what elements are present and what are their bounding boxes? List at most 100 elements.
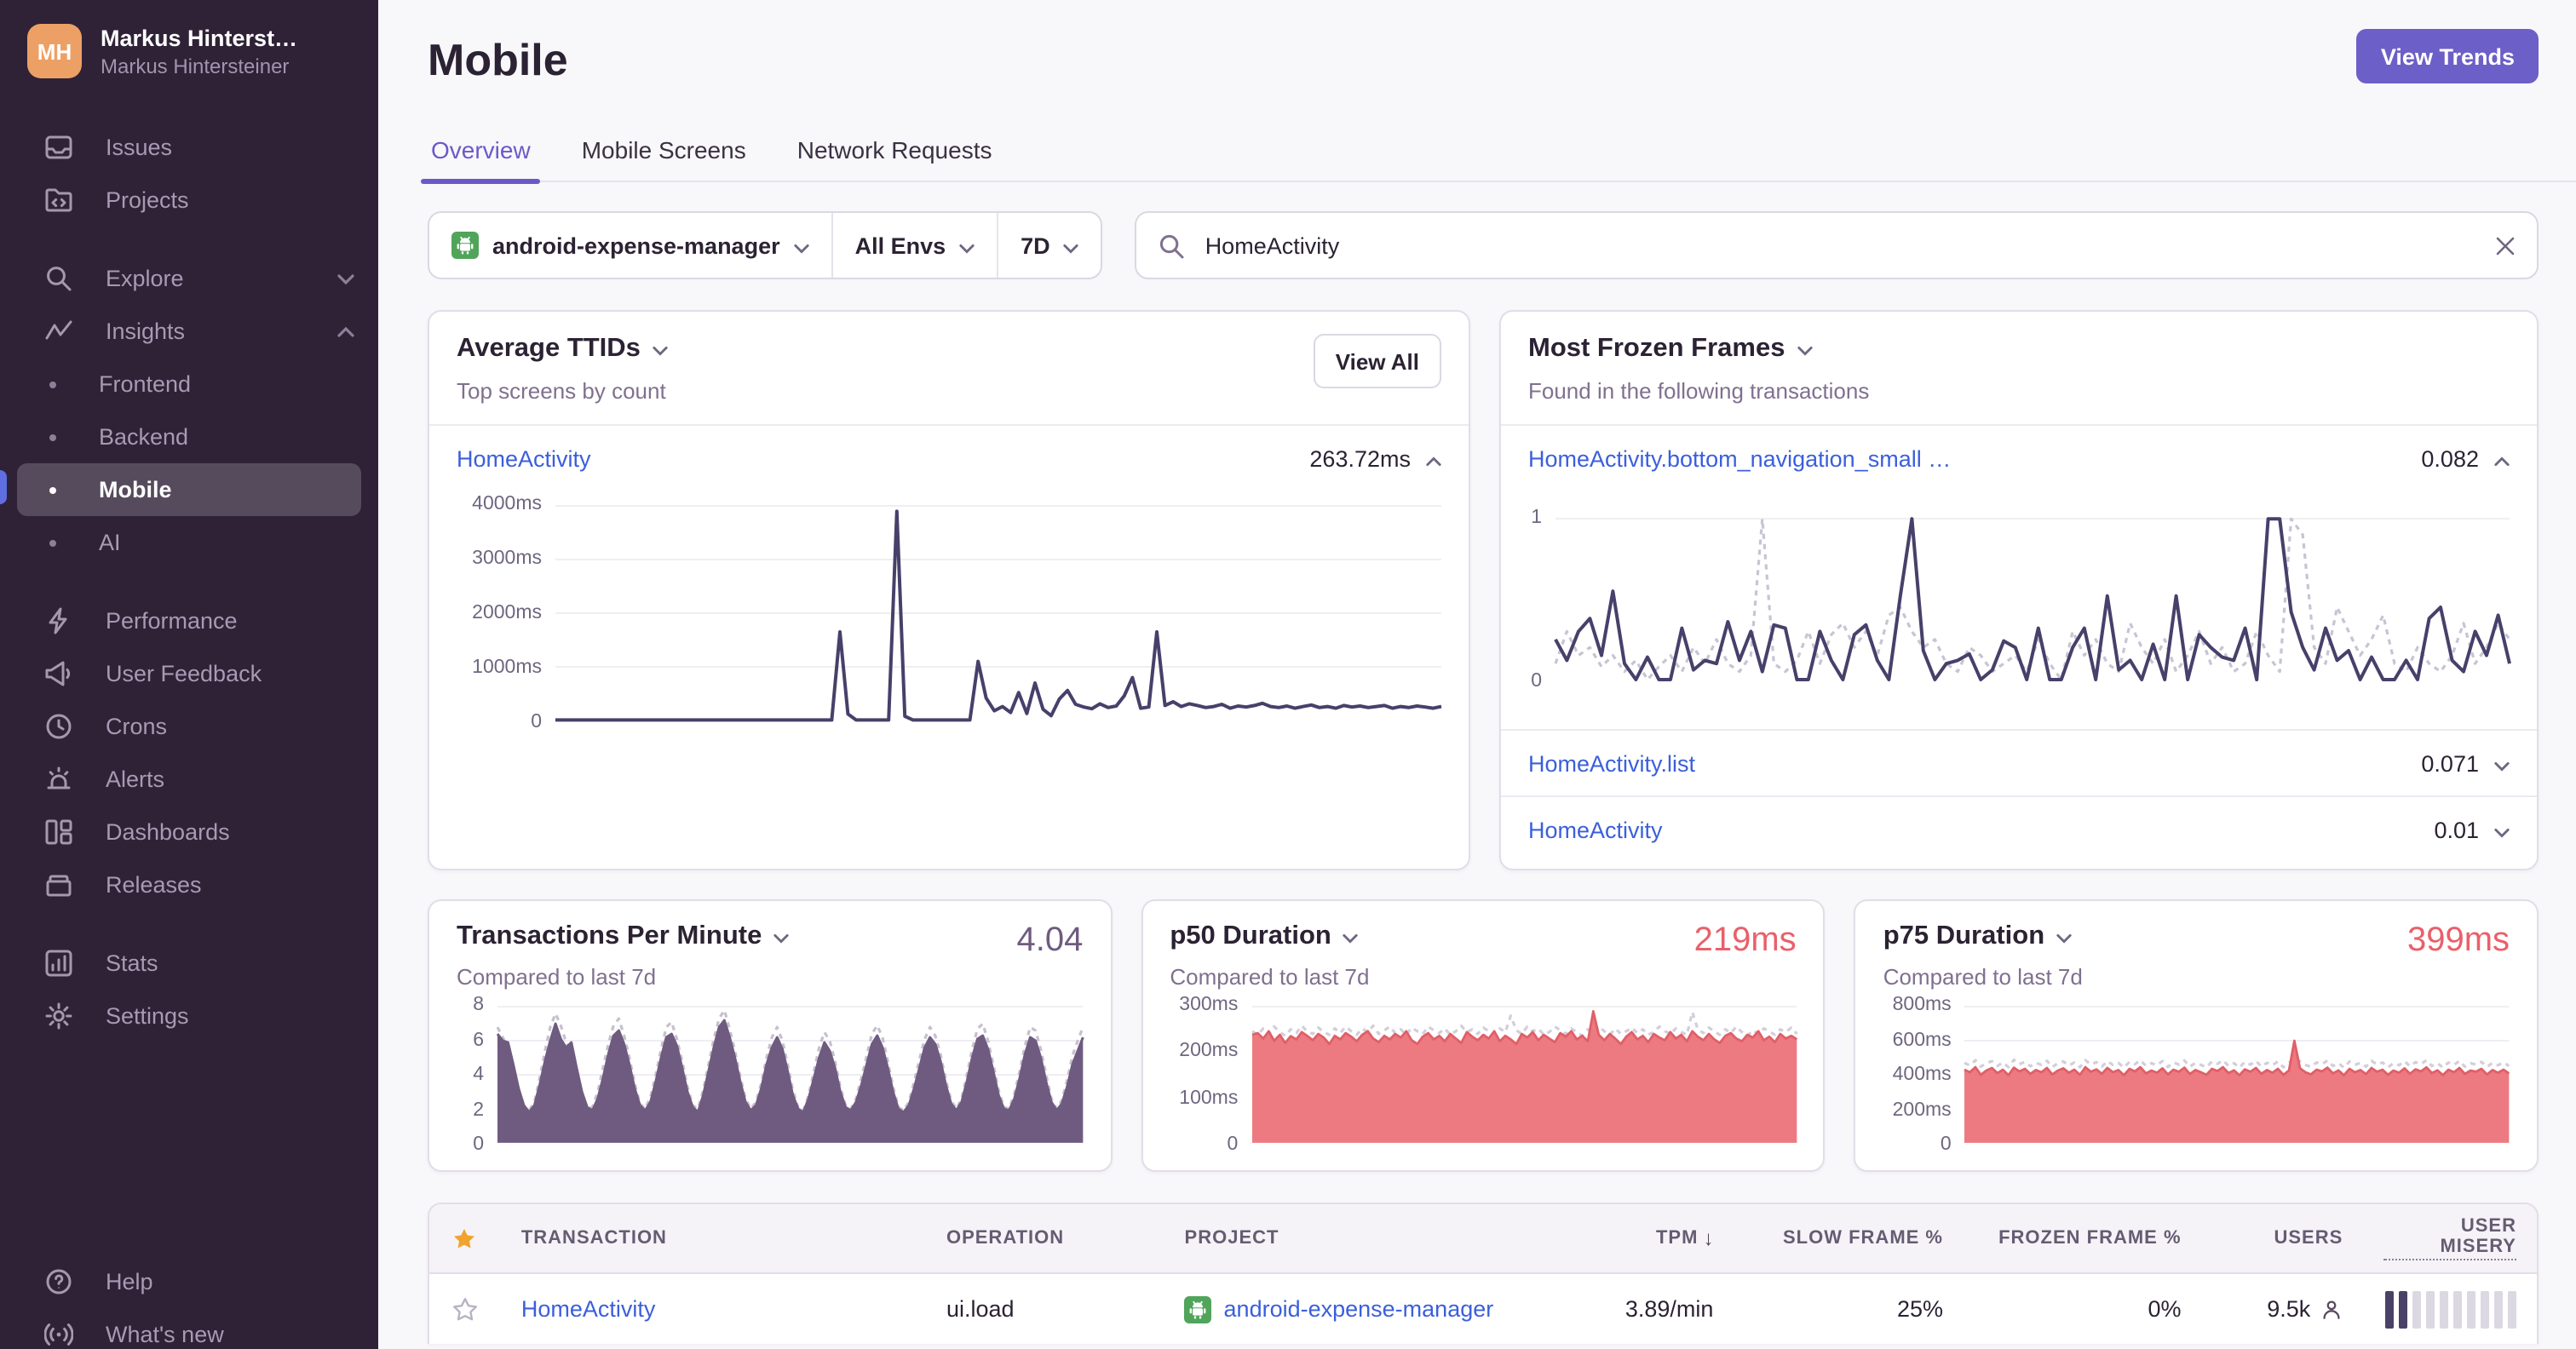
transaction-link[interactable]: HomeActivity.list (1528, 750, 1696, 776)
date-range-value: 7D (1021, 232, 1050, 258)
chevron-down-icon (2056, 921, 2072, 952)
column-header-tpm[interactable]: TPM ↓ (1555, 1226, 1734, 1250)
transaction-link[interactable]: HomeActivity (1528, 817, 1663, 842)
chevron-down-icon (773, 921, 789, 952)
ttid-metric-selector[interactable]: Average TTIDs (457, 334, 668, 365)
sidebar-item-label: Mobile (99, 477, 172, 502)
sidebar-item-mobile[interactable]: Mobile (17, 463, 361, 516)
sidebar-item-label: Explore (106, 266, 184, 291)
column-header-transaction[interactable]: TRANSACTION (520, 1228, 667, 1249)
tpm-cell: 3.89/min (1624, 1296, 1714, 1322)
frozen-plot (1554, 504, 2511, 681)
sidebar-item-label: Alerts (106, 766, 165, 792)
sidebar-item-explore[interactable]: Explore (0, 252, 378, 305)
collapse-chevron-up-icon[interactable] (1426, 445, 1441, 471)
sidebar-item-label: Frontend (99, 371, 192, 397)
date-range-selector[interactable]: 7D (997, 213, 1101, 278)
environment-selector[interactable]: All Envs (831, 213, 998, 278)
sidebar-item-performance[interactable]: Performance (0, 594, 378, 647)
project-link[interactable]: android-expense-manager (1223, 1296, 1494, 1322)
y-axis: 300ms 200ms 100ms 0 (1179, 995, 1239, 1155)
transaction-link[interactable]: HomeActivity.bottom_navigation_small … (1528, 445, 1952, 471)
most-frozen-frames-card: Most Frozen Frames Found in the followin… (1499, 310, 2539, 870)
sidebar-item-frontend[interactable]: Frontend (0, 358, 378, 410)
transaction-link[interactable]: HomeActivity (520, 1296, 656, 1322)
frozen-metric-selector[interactable]: Most Frozen Frames (1528, 334, 1869, 365)
sidebar-item-label: Dashboards (106, 819, 230, 845)
column-header-slow-frame[interactable]: SLOW FRAME % (1783, 1228, 1943, 1249)
card-title: p75 Duration (1883, 921, 2045, 950)
tab-mobile-screens[interactable]: Mobile Screens (581, 136, 746, 164)
frozen-rate-value: 0.01 (2434, 817, 2479, 842)
sidebar-item-stats[interactable]: Stats (0, 937, 378, 990)
user-icon (2323, 1300, 2340, 1318)
column-header-operation[interactable]: OPERATION (946, 1228, 1065, 1249)
sidebar-item-insights[interactable]: Insights (0, 305, 378, 358)
chevron-down-icon (793, 232, 809, 258)
chevron-down-icon (1064, 232, 1079, 258)
card-subtitle: Found in the following transactions (1528, 378, 1870, 404)
expand-chevron-down-icon[interactable] (2494, 817, 2510, 842)
project-selector[interactable]: android-expense-manager (429, 213, 831, 278)
expand-chevron-down-icon[interactable] (2494, 750, 2510, 776)
transaction-link[interactable]: HomeActivity (457, 445, 591, 471)
collapse-chevron-up-icon[interactable] (2494, 445, 2510, 471)
tpm-card: Transactions Per Minute 4.04 Compared to… (428, 899, 1113, 1172)
search-input[interactable] (1201, 231, 2479, 260)
sidebar-item-backend[interactable]: Backend (0, 410, 378, 463)
sidebar-item-user-feedback[interactable]: User Feedback (0, 647, 378, 700)
user-menu[interactable]: MH Markus Hinterst… Markus Hintersteiner (0, 0, 378, 95)
megaphone-icon (44, 659, 73, 688)
column-header-users[interactable]: USERS (2274, 1228, 2343, 1249)
sidebar-item-issues[interactable]: Issues (0, 121, 378, 174)
chevron-down-icon (653, 334, 668, 365)
sidebar-item-label: Insights (106, 319, 186, 344)
frozen-rate-value: 0.071 (2421, 750, 2479, 776)
dashboards-icon (44, 818, 73, 847)
user-name: Markus Hinterst… (101, 25, 298, 50)
clear-search-icon[interactable] (2496, 236, 2515, 255)
sidebar-item-ai[interactable]: AI (0, 516, 378, 569)
sidebar-item-projects[interactable]: Projects (0, 174, 378, 227)
card-title: Transactions Per Minute (457, 921, 762, 950)
chevron-down-icon (1797, 334, 1813, 365)
tpm-plot (496, 1005, 1084, 1145)
frozen-row: HomeActivity 0.01 (1501, 795, 2537, 862)
sidebar-item-alerts[interactable]: Alerts (0, 753, 378, 806)
bullet-icon (49, 381, 56, 387)
page-title: Mobile (428, 34, 568, 85)
tpm-metric-selector[interactable]: Transactions Per Minute (457, 921, 1083, 952)
ttid-value: 263.72ms (1309, 445, 1411, 471)
column-header-frozen-frame[interactable]: FROZEN FRAME % (1998, 1228, 2182, 1249)
sidebar-item-label: Crons (106, 714, 168, 739)
column-header-user-misery[interactable]: USER MISERY (2363, 1216, 2537, 1260)
tab-network-requests[interactable]: Network Requests (796, 136, 992, 164)
sidebar-item-whats-new[interactable]: What's new (0, 1308, 378, 1349)
search-box (1135, 211, 2539, 279)
card-subtitle: Compared to last 7d (1170, 964, 1370, 990)
column-header-project[interactable]: PROJECT (1184, 1228, 1279, 1249)
org-name: Markus Hintersteiner (101, 54, 290, 77)
ttid-plot (555, 504, 1442, 722)
sidebar-item-releases[interactable]: Releases (0, 858, 378, 911)
tab-overview[interactable]: Overview (420, 126, 542, 184)
bullet-icon (49, 433, 56, 440)
sidebar-item-crons[interactable]: Crons (0, 700, 378, 753)
sidebar-item-label: AI (99, 530, 121, 555)
p75-metric-selector[interactable]: p75 Duration (1883, 921, 2510, 952)
table-header-row: TRANSACTION OPERATION PROJECT TPM ↓ SLOW … (429, 1204, 2537, 1274)
avatar: MH (27, 24, 82, 78)
sidebar-item-dashboards[interactable]: Dashboards (0, 806, 378, 858)
android-icon (1184, 1295, 1212, 1323)
p75-chart: 800ms 600ms 400ms 200ms 0 (1883, 995, 2510, 1155)
p50-metric-selector[interactable]: p50 Duration (1170, 921, 1796, 952)
sidebar-item-settings[interactable]: Settings (0, 990, 378, 1042)
view-trends-button[interactable]: View Trends (2356, 29, 2539, 83)
star-outline-icon[interactable] (451, 1295, 479, 1323)
star-column-header (429, 1226, 501, 1251)
view-all-button[interactable]: View All (1313, 334, 1441, 388)
sidebar-item-help[interactable]: Help (0, 1255, 378, 1308)
user-misery-bars (2384, 1290, 2516, 1328)
